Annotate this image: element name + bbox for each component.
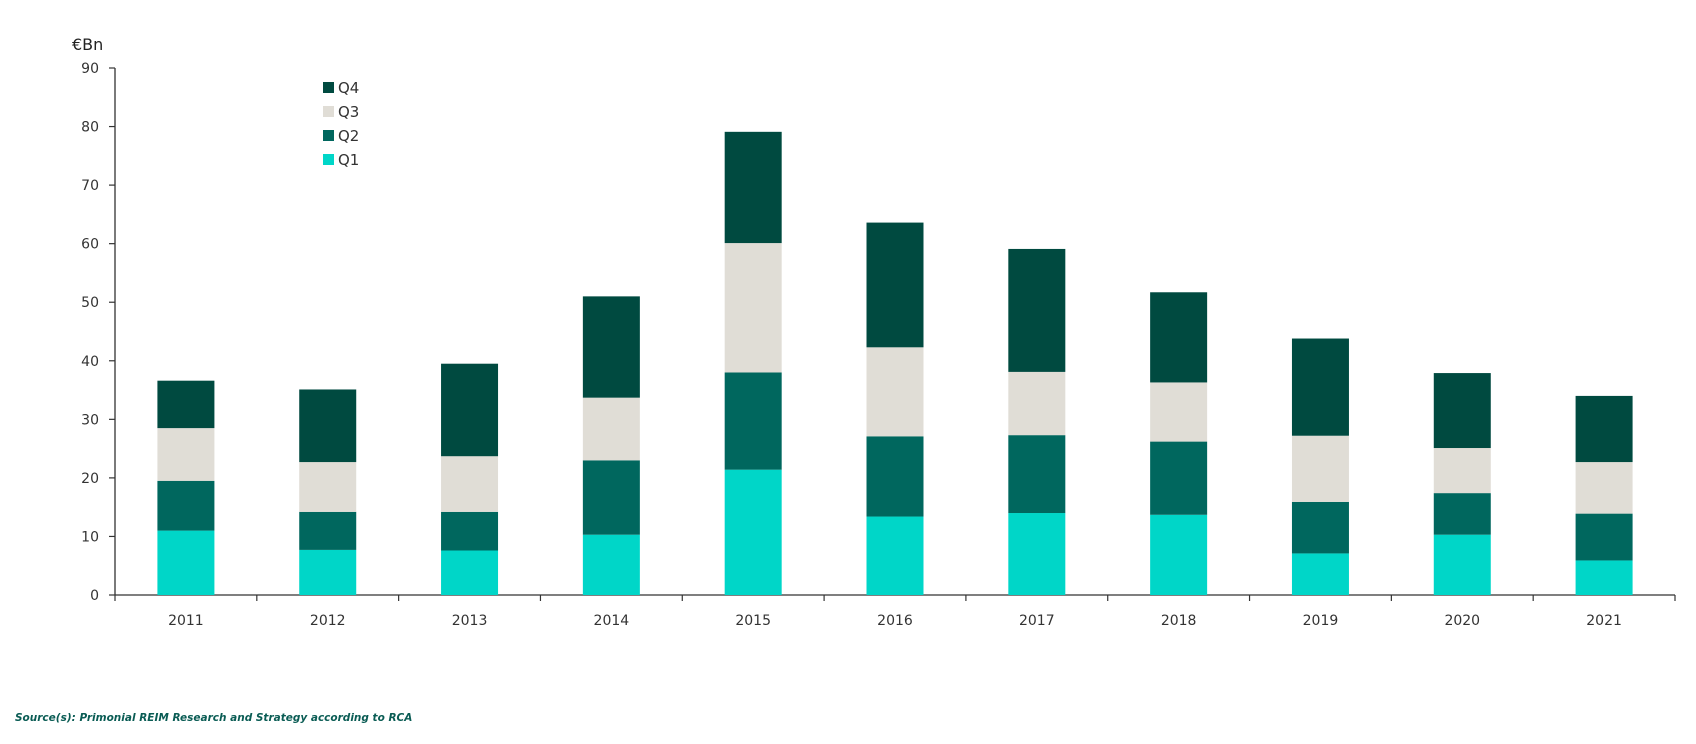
bar-2011-q4 (157, 380, 215, 429)
bar-2019-q1 (1291, 553, 1349, 595)
bar-2012-q3 (299, 462, 357, 512)
legend-label-q3: Q3 (338, 103, 359, 121)
bar-2016-q2 (866, 436, 924, 517)
x-axis: 2011 2012 2013 2014 2015 2016 2017 2018 2019 2020… (114, 594, 1676, 629)
bar-2019-q4 (1291, 338, 1349, 436)
y-tick-label: 10 (81, 529, 99, 545)
legend: Q4 Q3 Q2 Q1 (323, 79, 359, 169)
y-tick-label: 60 (81, 237, 99, 253)
bar-2014-q3 (582, 397, 640, 461)
source-note: Source(s): Primonial REIM Research and S… (15, 712, 413, 724)
x-tick-label: 2019 (1303, 613, 1339, 629)
x-tick-label: 2018 (1161, 613, 1197, 629)
legend-swatch-q2 (323, 130, 334, 141)
y-tick-label: 0 (90, 588, 99, 604)
bar-2017-q2 (1008, 435, 1066, 514)
legend-swatch-q1 (323, 154, 334, 165)
bar-2016-q1 (866, 516, 924, 595)
x-tick-label: 2017 (1019, 613, 1055, 629)
bar-2017-q4 (1008, 248, 1066, 372)
x-tick-label: 2012 (310, 613, 346, 629)
bar-2020-q1 (1433, 534, 1491, 595)
bar-2020-q4 (1433, 373, 1491, 449)
legend-label-q2: Q2 (338, 127, 359, 145)
bar-2016-q3 (866, 347, 924, 437)
bar-2017-q3 (1008, 371, 1066, 436)
bar-2013-q4 (441, 363, 499, 457)
bar-2020-q2 (1433, 493, 1491, 535)
bar-2013-q2 (441, 511, 499, 551)
bar-2012-q1 (299, 549, 357, 595)
x-tick-label: 2014 (594, 613, 630, 629)
bar-2021-q3 (1575, 462, 1633, 514)
bar-2021-q4 (1575, 395, 1633, 463)
bar-2011-q1 (157, 530, 215, 595)
bar-2015-q2 (724, 372, 782, 470)
x-tick-label: 2011 (168, 613, 204, 629)
x-tick-label: 2013 (452, 613, 488, 629)
legend-label-q4: Q4 (338, 79, 359, 97)
bar-2014-q4 (582, 296, 640, 398)
legend-swatch-q3 (323, 106, 334, 117)
x-tick-label: 2021 (1586, 613, 1622, 629)
bar-2013-q3 (441, 456, 499, 512)
bar-2015-q1 (724, 469, 782, 595)
bar-2021-q2 (1575, 513, 1633, 561)
y-tick-label: 30 (81, 412, 99, 428)
x-tick-label: 2015 (735, 613, 771, 629)
bar-2015-q3 (724, 243, 782, 373)
bar-2021-q1 (1575, 560, 1633, 595)
bar-2015-q4 (724, 131, 782, 244)
y-tick-label: 40 (81, 354, 99, 370)
bar-2011-q3 (157, 428, 215, 481)
y-axis-label: €Bn (72, 35, 103, 54)
y-tick-label: 80 (81, 120, 99, 136)
bar-2018-q1 (1150, 514, 1208, 595)
bar-2017-q1 (1008, 513, 1066, 595)
bar-2013-q1 (441, 550, 499, 595)
legend-swatch-q4 (323, 82, 334, 93)
bar-2018-q4 (1150, 292, 1208, 383)
bar-2012-q2 (299, 511, 357, 550)
bar-2011-q2 (157, 480, 215, 531)
x-tick-label: 2020 (1444, 613, 1480, 629)
y-axis: 0 10 20 30 40 50 60 70 80 90 (81, 61, 116, 604)
bar-2019-q3 (1291, 435, 1349, 502)
bar-2016-q4 (866, 222, 924, 348)
bar-2014-q1 (582, 534, 640, 595)
bar-2014-q2 (582, 460, 640, 535)
y-tick-label: 50 (81, 295, 99, 311)
bar-2018-q3 (1150, 382, 1208, 442)
y-tick-label: 20 (81, 471, 99, 487)
y-tick-label: 70 (81, 178, 99, 194)
y-tick-label: 90 (81, 61, 99, 77)
bars-group (157, 131, 1633, 595)
bar-2020-q3 (1433, 448, 1491, 494)
x-tick-label: 2016 (877, 613, 913, 629)
bar-2019-q2 (1291, 501, 1349, 554)
bar-2012-q4 (299, 389, 357, 463)
bar-2018-q2 (1150, 441, 1208, 515)
legend-label-q1: Q1 (338, 151, 359, 169)
